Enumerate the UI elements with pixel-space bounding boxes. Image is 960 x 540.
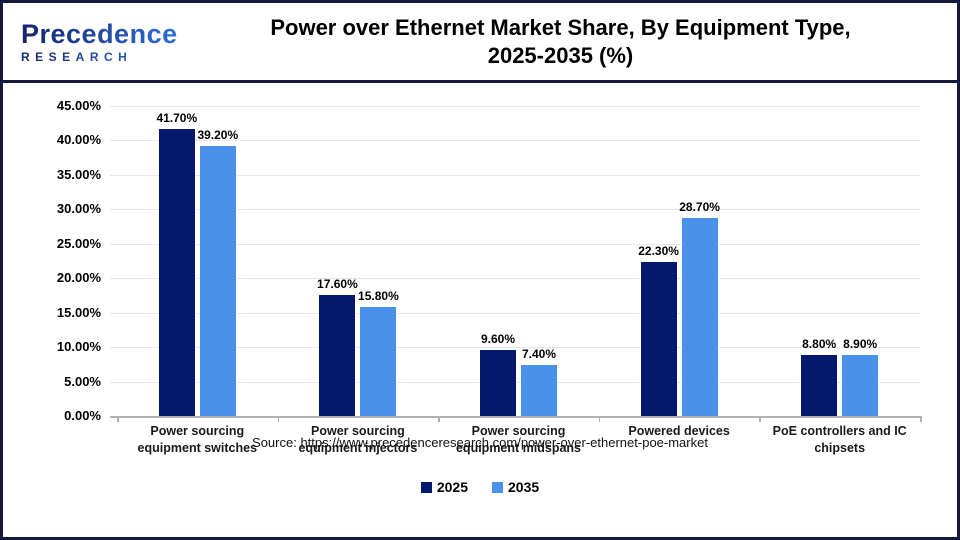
- category-label-line: PoE controllers and IC: [772, 424, 907, 438]
- bar-value-label: 41.70%: [156, 110, 198, 125]
- category-label-line: Power sourcing: [311, 424, 405, 438]
- bar-value-label: 7.40%: [521, 347, 557, 362]
- chart-title-line1: Power over Ethernet Market Share, By Equ…: [270, 14, 851, 40]
- bar-value-label: 39.20%: [197, 127, 239, 142]
- gridline: [110, 140, 920, 142]
- bar-2025-2: [480, 349, 516, 416]
- gridline: [110, 106, 920, 107]
- bar-2025-3: [640, 262, 677, 416]
- y-axis-tick-label: 40.00%: [56, 132, 101, 148]
- bar-value-label: 8.80%: [802, 337, 837, 352]
- bar-chart-plot-area: 45.00% 40.00% 35.00% 30.00% 25.00% 20.00% 15.0…: [3, 83, 957, 537]
- bar-2035-2: [521, 365, 557, 416]
- x-axis-tick: [117, 416, 119, 422]
- category-label-line: equipment switches: [137, 441, 258, 455]
- x-axis-tick: [598, 416, 601, 422]
- y-axis-tick-label: 15.00%: [56, 304, 101, 320]
- bar-2035-3: [681, 218, 718, 416]
- bar-2025-0: [158, 128, 195, 416]
- logo-subtitle: RESEARCH: [21, 51, 178, 63]
- x-axis-tick: [277, 416, 280, 422]
- legend-item-2035: 2035: [492, 479, 539, 495]
- bar-2025-1: [319, 294, 356, 416]
- bar-value-label: 22.30%: [638, 244, 679, 259]
- gridline: [110, 174, 920, 176]
- bar-value-label: 17.60%: [317, 276, 358, 291]
- category-label-line: Power sourcing: [471, 424, 566, 438]
- y-axis-tick-label: 45.00%: [56, 98, 101, 113]
- chart-title-line2: 2025-2035 (%): [487, 42, 634, 68]
- legend-item-2025: 2025: [420, 479, 468, 495]
- chart-legend: 2025 2035: [3, 479, 957, 495]
- gridline: [110, 347, 920, 349]
- y-axis-tick-label: 5.00%: [64, 373, 101, 389]
- bar-2035-4: [842, 354, 879, 416]
- x-axis-line: [110, 416, 920, 418]
- y-axis-tick-label: 35.00%: [56, 166, 101, 182]
- category-label-line: Power sourcing: [150, 424, 245, 438]
- x-axis-tick: [438, 416, 440, 422]
- gridline: [110, 312, 920, 314]
- gridline: [110, 243, 920, 245]
- gridline: [110, 209, 920, 211]
- bar-value-label: 8.90%: [843, 336, 878, 351]
- header: Precedence RESEARCH Power over Ethernet …: [3, 3, 957, 83]
- category-label-3: Powered devices: [628, 423, 729, 440]
- logo-wordmark: Precedence: [21, 18, 178, 49]
- legend-swatch-icon: [420, 481, 432, 493]
- y-axis-tick-label: 10.00%: [56, 339, 101, 355]
- category-label-0: Power sourcing equipment switches: [138, 423, 257, 457]
- bar-value-label: 15.80%: [358, 289, 399, 304]
- x-axis-tick: [920, 416, 922, 422]
- bar-value-label: 9.60%: [480, 331, 516, 346]
- y-axis-tick-label: 0.00%: [64, 408, 101, 423]
- category-label-line: equipment midspans: [455, 441, 582, 455]
- x-axis-tick: [759, 416, 761, 422]
- gridline: [110, 278, 920, 280]
- bar-2025-4: [801, 355, 838, 416]
- bar-value-label: 28.70%: [679, 200, 720, 215]
- category-label-line: equipment injectors: [298, 441, 418, 455]
- category-label-4: PoE controllers and IC chipsets: [773, 423, 907, 457]
- legend-label: 2035: [508, 479, 540, 495]
- y-axis-tick-label: 20.00%: [56, 270, 101, 286]
- y-axis-tick-label: 25.00%: [56, 235, 101, 251]
- source-citation: Source: https://www.precedenceresearch.c…: [252, 435, 708, 450]
- chart-title: Power over Ethernet Market Share, By Equ…: [178, 14, 957, 70]
- bar-2035-1: [360, 307, 397, 416]
- category-label-line: Powered devices: [628, 424, 730, 438]
- category-label-line: chipsets: [814, 441, 866, 455]
- bar-2035-0: [199, 145, 236, 416]
- category-label-1: Power sourcing equipment injectors: [299, 423, 418, 457]
- precedence-research-logo: Precedence RESEARCH: [3, 18, 178, 63]
- category-label-2: Power sourcing equipment midspans: [456, 423, 581, 457]
- legend-swatch-icon: [492, 481, 503, 493]
- y-axis-tick-label: 30.00%: [56, 201, 101, 217]
- legend-label: 2025: [436, 479, 468, 495]
